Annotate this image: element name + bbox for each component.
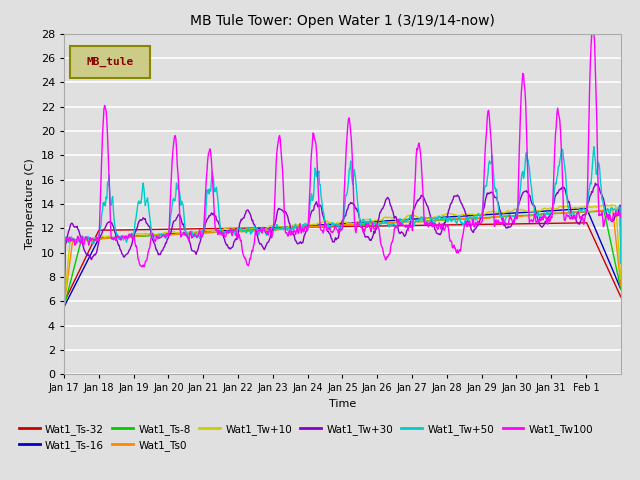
Legend: Wat1_Ts-32, Wat1_Ts-16, Wat1_Ts-8, Wat1_Ts0, Wat1_Tw+10, Wat1_Tw+30, Wat1_Tw+50,: Wat1_Ts-32, Wat1_Ts-16, Wat1_Ts-8, Wat1_… (19, 424, 593, 451)
Text: MB_tule: MB_tule (86, 57, 133, 67)
X-axis label: Time: Time (329, 399, 356, 409)
Title: MB Tule Tower: Open Water 1 (3/19/14-now): MB Tule Tower: Open Water 1 (3/19/14-now… (190, 14, 495, 28)
Y-axis label: Temperature (C): Temperature (C) (25, 158, 35, 250)
FancyBboxPatch shape (70, 46, 150, 78)
